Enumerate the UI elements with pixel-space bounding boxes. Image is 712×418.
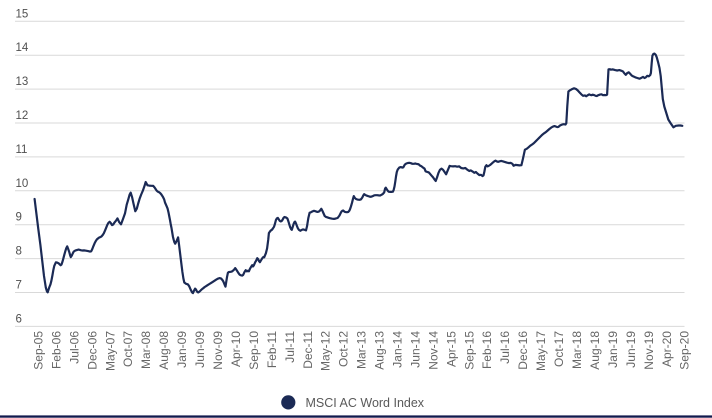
svg-text:May-12: May-12 (319, 331, 333, 371)
svg-text:14: 14 (16, 42, 29, 54)
svg-text:Jul-06: Jul-06 (67, 331, 81, 364)
svg-text:Jul-16: Jul-16 (498, 331, 512, 364)
svg-text:Dec-06: Dec-06 (85, 331, 99, 370)
svg-text:Aug-18: Aug-18 (588, 331, 602, 370)
svg-text:Jan-09: Jan-09 (175, 331, 189, 368)
svg-text:8: 8 (16, 246, 22, 258)
svg-text:Apr-20: Apr-20 (660, 331, 674, 367)
svg-text:Oct-17: Oct-17 (552, 331, 566, 367)
svg-text:11: 11 (16, 144, 28, 156)
svg-text:Apr-10: Apr-10 (229, 331, 243, 367)
svg-text:15: 15 (16, 8, 29, 20)
svg-text:Feb-11: Feb-11 (265, 331, 279, 368)
svg-text:Aug-08: Aug-08 (157, 331, 171, 370)
svg-text:Nov-09: Nov-09 (211, 331, 225, 370)
svg-text:Nov-14: Nov-14 (426, 331, 440, 370)
svg-text:Jun-14: Jun-14 (408, 331, 422, 368)
svg-text:Jun-09: Jun-09 (193, 331, 207, 368)
svg-text:Apr-15: Apr-15 (444, 331, 458, 367)
svg-text:Mar-13: Mar-13 (355, 331, 369, 369)
svg-text:Nov-19: Nov-19 (642, 331, 656, 370)
svg-text:6: 6 (16, 313, 22, 325)
svg-text:Feb-16: Feb-16 (480, 331, 494, 369)
svg-text:Jan-19: Jan-19 (606, 331, 620, 368)
svg-text:Feb-06: Feb-06 (50, 331, 64, 369)
svg-text:Sep-10: Sep-10 (247, 331, 261, 370)
svg-text:Oct-12: Oct-12 (337, 331, 351, 367)
svg-text:Dec-11: Dec-11 (301, 331, 315, 369)
svg-text:Jan-14: Jan-14 (391, 331, 405, 368)
svg-text:Sep-15: Sep-15 (462, 331, 476, 370)
svg-text:12: 12 (16, 110, 29, 122)
svg-text:Sep-05: Sep-05 (32, 331, 46, 370)
svg-text:10: 10 (16, 178, 29, 190)
svg-text:Oct-07: Oct-07 (121, 331, 135, 367)
svg-text:Sep-20: Sep-20 (678, 331, 692, 370)
svg-text:Mar-08: Mar-08 (139, 331, 153, 369)
svg-text:Mar-18: Mar-18 (570, 331, 584, 369)
svg-text:Aug-13: Aug-13 (373, 331, 387, 370)
svg-text:9: 9 (16, 212, 22, 224)
svg-text:Jul-11: Jul-11 (283, 331, 297, 363)
svg-text:MSCI AC Word Index: MSCI AC Word Index (306, 396, 425, 410)
svg-text:Jun-19: Jun-19 (624, 331, 638, 368)
svg-text:7: 7 (16, 280, 22, 292)
svg-text:May-17: May-17 (534, 331, 548, 371)
svg-text:Dec-16: Dec-16 (516, 331, 530, 370)
svg-text:13: 13 (16, 76, 29, 88)
svg-text:May-07: May-07 (103, 331, 117, 371)
